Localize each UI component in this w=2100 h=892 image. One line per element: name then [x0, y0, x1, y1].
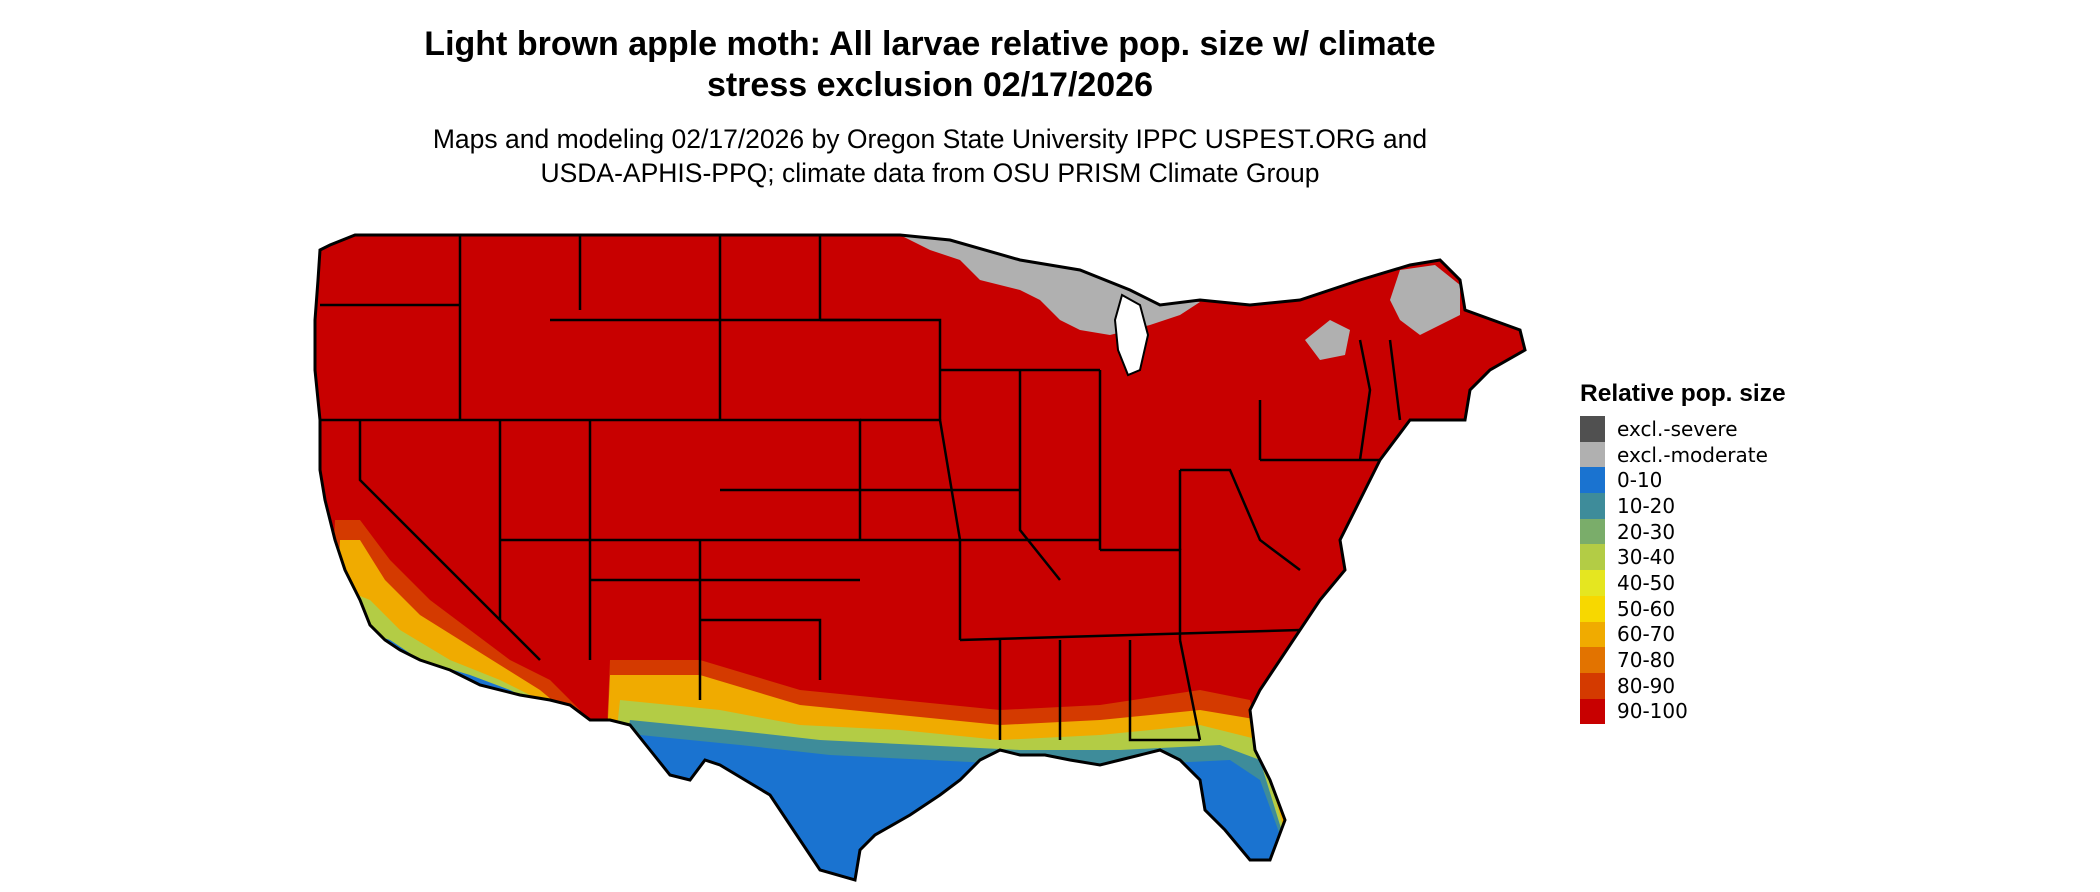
legend-item: 30-40: [1580, 544, 1786, 571]
legend-label: 30-40: [1617, 545, 1676, 570]
legend-items: excl.-severe excl.-moderate 0-10 10-20 2…: [1580, 416, 1786, 725]
legend-label: 50-60: [1617, 596, 1676, 621]
legend-label: 90-100: [1617, 699, 1688, 724]
legend-swatch: [1580, 493, 1605, 519]
legend-swatch: [1580, 647, 1605, 673]
lake-michigan: [1113, 293, 1150, 377]
area-excl-moderate-northeast: [1390, 265, 1460, 335]
map-subtitle-line2: USDA-APHIS-PPQ; climate data from OSU PR…: [540, 158, 1320, 188]
legend-label: 10-20: [1617, 493, 1676, 518]
legend-item: 80-90: [1580, 672, 1786, 699]
legend-label: excl.-severe: [1617, 416, 1738, 441]
legend-item: 20-30: [1580, 518, 1786, 545]
legend-swatch: [1580, 467, 1605, 494]
legend-swatch: [1580, 621, 1605, 648]
legend-item: 40-50: [1580, 570, 1786, 596]
legend-item: 50-60: [1580, 595, 1786, 622]
legend-swatch: [1580, 544, 1605, 571]
legend-item: 90-100: [1580, 698, 1786, 725]
map-subtitle-line1: Maps and modeling 02/17/2026 by Oregon S…: [432, 124, 1428, 154]
legend-label: 20-30: [1617, 519, 1676, 544]
legend-item: 70-80: [1580, 647, 1786, 673]
map-title: Light brown apple moth: All larvae relat…: [380, 24, 1480, 106]
legend-swatch: [1580, 518, 1605, 545]
legend-label: 0-10: [1617, 468, 1663, 493]
legend-swatch: [1580, 698, 1605, 725]
us-outline: [313, 233, 1527, 882]
legend-item: excl.-moderate: [1580, 441, 1786, 468]
legend-label: excl.-moderate: [1617, 442, 1768, 467]
legend-label: 70-80: [1617, 648, 1676, 673]
legend-label: 60-70: [1617, 622, 1676, 647]
legend-item: excl.-severe: [1580, 416, 1786, 442]
area-excl-moderate-ny: [1305, 320, 1350, 360]
legend-swatch: [1580, 416, 1605, 442]
map-title-line1: Light brown apple moth: All larvae relat…: [424, 25, 1436, 63]
legend-swatch: [1580, 672, 1605, 699]
legend-swatch: [1580, 441, 1605, 468]
legend-label: 80-90: [1617, 673, 1676, 698]
map-legend: Relative pop. size excl.-severe excl.-mo…: [1580, 380, 1786, 725]
legend-label: 40-50: [1617, 570, 1676, 595]
map-subtitle: Maps and modeling 02/17/2026 by Oregon S…: [380, 122, 1480, 190]
map-title-line2: stress exclusion 02/17/2026: [706, 66, 1154, 104]
legend-item: 0-10: [1580, 467, 1786, 494]
us-map: [313, 233, 1527, 882]
legend-title: Relative pop. size: [1580, 380, 1786, 407]
state-borders: [320, 235, 1402, 742]
legend-item: 60-70: [1580, 621, 1786, 648]
legend-swatch: [1580, 570, 1605, 596]
legend-item: 10-20: [1580, 493, 1786, 519]
legend-swatch: [1580, 595, 1605, 622]
